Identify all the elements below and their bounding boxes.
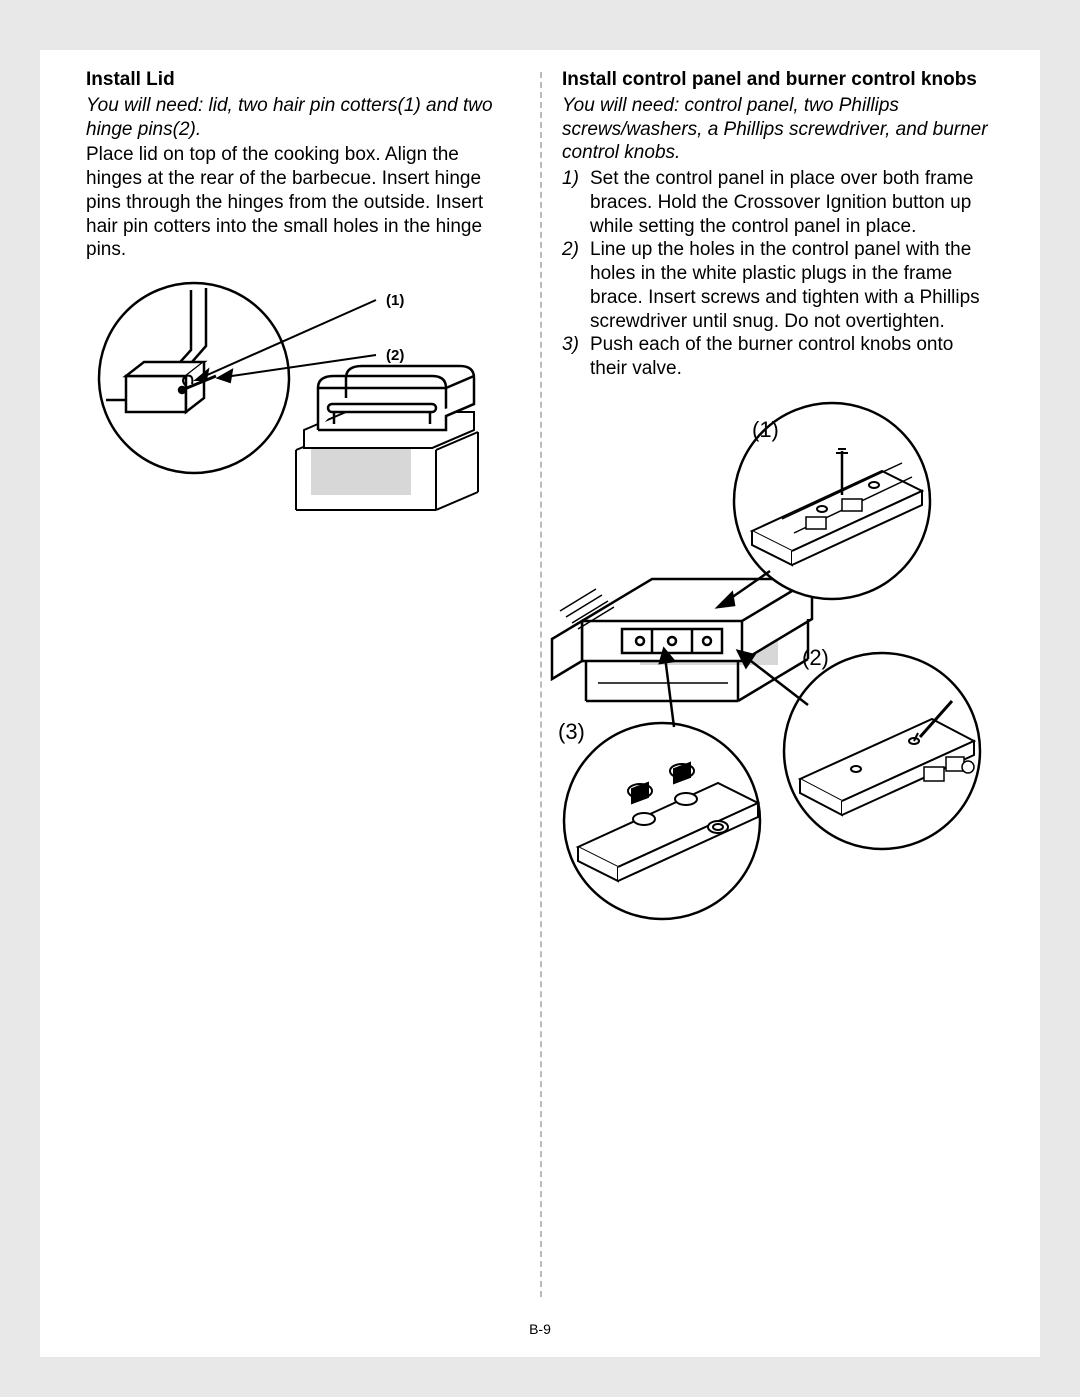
left-figure: (1) (2)	[86, 280, 518, 540]
lid-install-diagram: (1) (2)	[86, 280, 496, 540]
right-callout-1: (1)	[752, 417, 779, 442]
left-needs: You will need: lid, two hair pin cotters…	[86, 94, 518, 142]
content-area: Install Lid You will need: lid, two hair…	[40, 50, 1040, 1357]
right-column: Install control panel and burner control…	[540, 50, 1040, 1357]
left-heading: Install Lid	[86, 68, 518, 92]
right-steps: 1) Set the control panel in place over b…	[562, 167, 994, 381]
step1-num: 1)	[562, 167, 590, 238]
left-callout-2: (2)	[386, 347, 404, 364]
left-body: Place lid on top of the cooking box. Ali…	[86, 143, 518, 262]
step3-text: Push each of the burner control knobs on…	[590, 333, 994, 381]
right-figure: (1) (2) (3)	[522, 391, 954, 931]
step2-num: 2)	[562, 238, 590, 333]
page-background: Install Lid You will need: lid, two hair…	[0, 0, 1080, 1397]
right-callout-2: (2)	[802, 645, 829, 670]
left-callout-1: (1)	[386, 292, 404, 309]
right-needs: You will need: control panel, two Philli…	[562, 94, 994, 165]
step1-text: Set the control panel in place over both…	[590, 167, 994, 238]
right-heading: Install control panel and burner control…	[562, 68, 994, 92]
control-panel-diagram: (1) (2) (3)	[522, 391, 1002, 931]
step2-text: Line up the holes in the control panel w…	[590, 238, 994, 333]
left-column: Install Lid You will need: lid, two hair…	[40, 50, 540, 1357]
right-callout-3: (3)	[558, 719, 585, 744]
step3-num: 3)	[562, 333, 590, 381]
page-number: B-9	[40, 1321, 1040, 1337]
